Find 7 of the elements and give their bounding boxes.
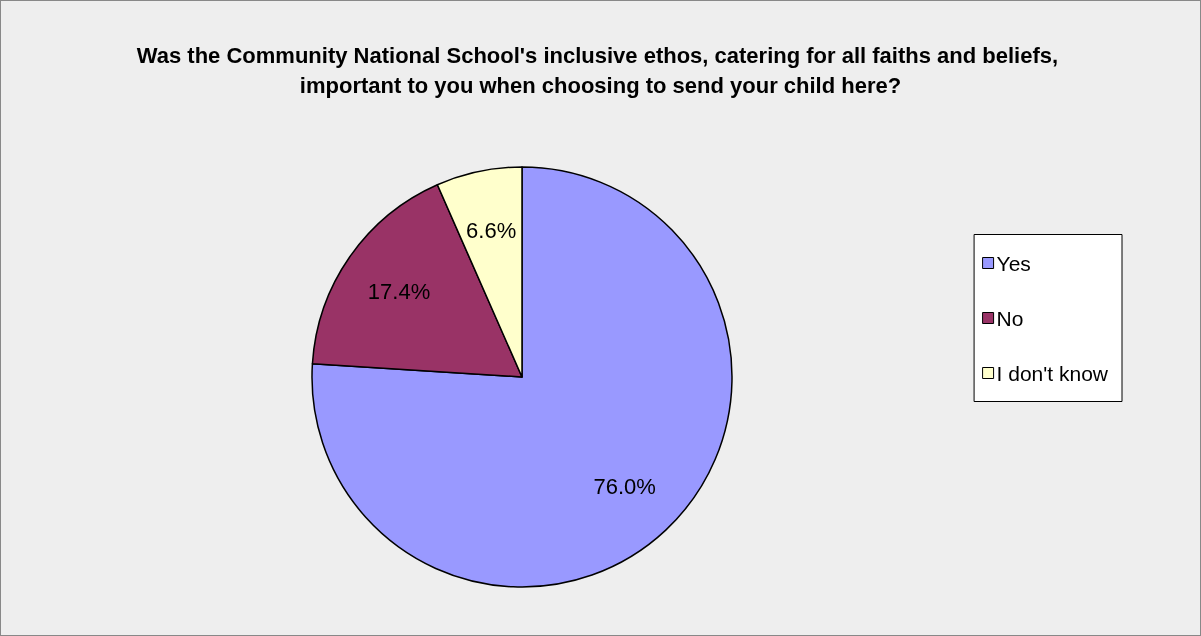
chart-title: Was the Community National School's inclusive ethos, catering for all faiths and beliefs, important to you when choosing to send your child here?: [136, 42, 1065, 98]
data-label: 76.0%: [593, 473, 656, 499]
legend-label: I don't know: [996, 361, 1109, 385]
legend-label: No: [996, 306, 1024, 330]
legend-label: Yes: [996, 251, 1031, 275]
data-label: 6.6%: [466, 217, 517, 243]
data-label: 17.4%: [367, 278, 431, 304]
